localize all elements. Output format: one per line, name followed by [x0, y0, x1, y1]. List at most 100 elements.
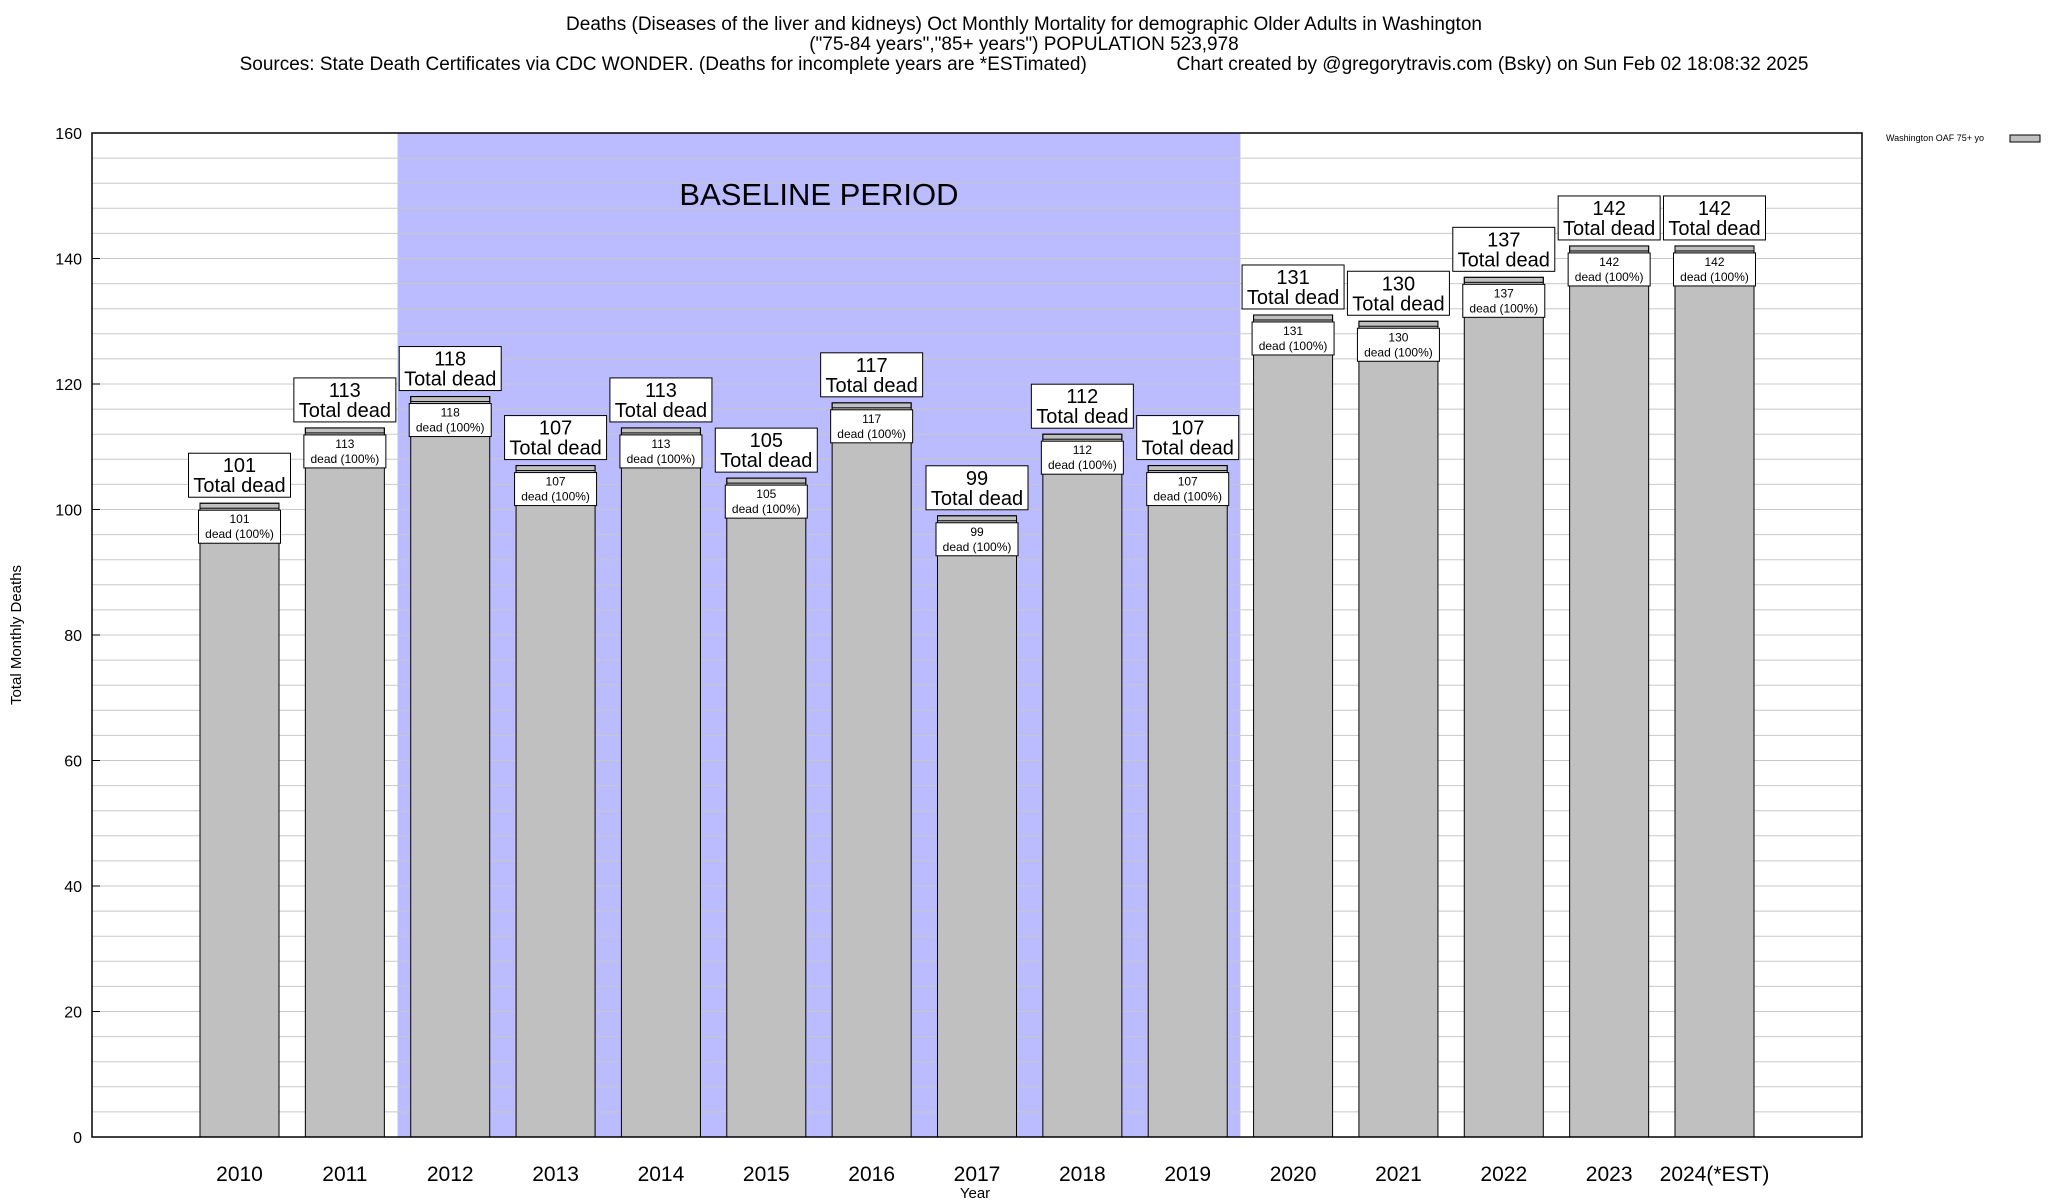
dead-percent-label: dead (100%): [943, 540, 1012, 554]
total-dead-label: Total dead: [193, 475, 285, 497]
legend-swatch: [2009, 134, 2041, 143]
bar-2013: [515, 465, 596, 1138]
y-tick-label: 0: [73, 1130, 82, 1147]
bar-2012: [410, 396, 491, 1138]
dead-count-label: 101: [229, 512, 249, 526]
total-label-box: [925, 465, 1029, 511]
bar-2019: [1147, 465, 1228, 1138]
total-dead-label: Total dead: [1458, 249, 1550, 271]
total-count-label: 113: [645, 380, 677, 402]
bar-cap: [304, 427, 385, 434]
bar-2015: [726, 477, 807, 1138]
bar-2018: [1042, 433, 1123, 1138]
dead-percent-label: dead (100%): [732, 502, 801, 516]
total-dead-label: Total dead: [720, 450, 812, 472]
bar-cap: [199, 502, 280, 509]
bar-cap: [1463, 276, 1544, 283]
bar-cap: [515, 465, 596, 472]
total-dead-label: Total dead: [1352, 293, 1444, 315]
total-dead-label: Total dead: [615, 400, 707, 422]
x-tick-label-2024(*EST): 2024(*EST): [1660, 1163, 1770, 1186]
dead-label-box: [303, 434, 387, 469]
total-label-box: [504, 415, 608, 461]
y-tick-label: 60: [64, 754, 82, 771]
dead-label-box: [1146, 472, 1230, 507]
dead-count-label: 142: [1599, 255, 1619, 269]
total-count-label: 117: [856, 355, 888, 377]
y-tick-label: 40: [64, 879, 82, 896]
total-count-label: 130: [1382, 273, 1415, 295]
dead-percent-label: dead (100%): [310, 452, 379, 466]
x-tick-label-2013: 2013: [532, 1163, 579, 1186]
x-tick-label-2012: 2012: [427, 1163, 474, 1186]
dead-count-label: 107: [1178, 475, 1198, 489]
dead-label-box: [198, 509, 281, 544]
bar-cap: [936, 515, 1018, 522]
total-label-box: [714, 427, 818, 473]
y-tick-label: 160: [55, 126, 82, 143]
dead-count-label: 112: [1073, 443, 1092, 457]
bar-cap: [1147, 465, 1228, 472]
dead-label-box: [1251, 321, 1335, 356]
dead-label-box: [1040, 440, 1124, 475]
dead-percent-label: dead (100%): [205, 527, 274, 541]
dead-count-label: 118: [441, 406, 460, 420]
dead-percent-label: dead (100%): [627, 452, 696, 466]
total-dead-label: Total dead: [931, 488, 1023, 510]
bar-2022: [1463, 276, 1544, 1138]
dead-count-label: 107: [546, 475, 566, 489]
x-tick-label-2019: 2019: [1164, 1163, 1211, 1186]
total-label-box: [1557, 195, 1661, 241]
dead-label-box: [514, 472, 598, 507]
total-count-label: 118: [434, 349, 466, 371]
dead-percent-label: dead (100%): [521, 490, 590, 504]
bar-2010: [199, 502, 280, 1138]
bar-2020: [1253, 314, 1334, 1138]
y-tick-label: 120: [55, 377, 82, 394]
dead-percent-label: dead (100%): [416, 421, 485, 435]
dead-count-label: 131: [1283, 324, 1303, 338]
total-dead-label: Total dead: [1142, 438, 1234, 460]
total-label-box: [188, 452, 291, 498]
x-tick-label-2020: 2020: [1270, 1163, 1317, 1186]
dead-count-label: 105: [756, 487, 776, 501]
bar-2016: [831, 402, 912, 1138]
total-count-label: 101: [223, 455, 256, 477]
dead-label-box: [619, 434, 703, 469]
total-count-label: 112: [1066, 386, 1098, 408]
dead-percent-label: dead (100%): [1364, 345, 1433, 359]
dead-label-box: [830, 409, 914, 444]
x-tick-label-2022: 2022: [1480, 1163, 1527, 1186]
dead-label-box: [724, 484, 808, 519]
total-label-box: [609, 377, 713, 423]
bar-cap: [1042, 433, 1123, 440]
total-count-label: 131: [1276, 267, 1309, 289]
x-tick-label-2015: 2015: [743, 1163, 790, 1186]
chart-title-line-1: Deaths (Diseases of the liver and kidney…: [566, 14, 1482, 35]
chart-title-line-2: ("75-84 years","85+ years") POPULATION 5…: [809, 34, 1239, 55]
bar-cap: [1253, 314, 1334, 321]
dead-count-label: 137: [1494, 286, 1514, 300]
dead-label-box: [1462, 283, 1546, 318]
x-tick-label-2017: 2017: [954, 1163, 1001, 1186]
baseline-period-label: BASELINE PERIOD: [679, 177, 958, 212]
x-tick-label-2010: 2010: [216, 1163, 263, 1186]
total-dead-label: Total dead: [404, 369, 496, 391]
dead-count-label: 113: [335, 437, 354, 451]
total-dead-label: Total dead: [1247, 287, 1339, 309]
dead-label-box: [1567, 252, 1651, 287]
total-dead-label: Total dead: [1668, 218, 1760, 240]
x-tick-label-2018: 2018: [1059, 1163, 1106, 1186]
total-dead-label: Total dead: [1563, 218, 1655, 240]
total-dead-label: Total dead: [825, 375, 917, 397]
dead-label-box: [935, 522, 1019, 557]
dead-count-label: 117: [862, 412, 881, 426]
total-count-label: 142: [1592, 198, 1625, 220]
dead-label-box: [408, 403, 492, 438]
total-dead-label: Total dead: [299, 400, 391, 422]
total-label-box: [1136, 415, 1240, 461]
bar-cap: [1569, 245, 1650, 252]
y-axis-title: Total Monthly Deaths: [8, 565, 25, 705]
x-tick-label-2023: 2023: [1586, 1163, 1633, 1186]
dead-label-box: [1673, 252, 1756, 287]
